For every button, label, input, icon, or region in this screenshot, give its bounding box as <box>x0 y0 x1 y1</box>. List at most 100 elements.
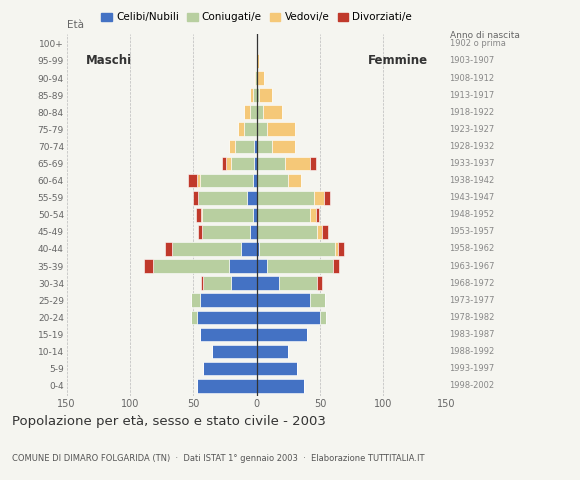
Text: 1983-1987: 1983-1987 <box>450 330 495 339</box>
Bar <box>285 156 310 170</box>
Bar <box>188 174 197 188</box>
Bar <box>235 140 254 153</box>
Bar <box>197 311 257 324</box>
Text: Popolazione per età, sesso e stato civile - 2003: Popolazione per età, sesso e stato civil… <box>12 415 325 428</box>
Text: 1933-1937: 1933-1937 <box>450 159 495 168</box>
Bar <box>259 88 272 102</box>
Bar <box>324 191 330 204</box>
Bar <box>246 191 257 204</box>
Bar <box>257 242 259 256</box>
Bar <box>172 242 241 256</box>
Bar <box>257 88 259 102</box>
Bar <box>193 191 198 204</box>
Bar <box>257 140 272 153</box>
Bar <box>320 311 327 324</box>
Bar <box>200 174 253 188</box>
Bar <box>280 276 317 290</box>
Bar <box>257 362 297 375</box>
Bar <box>310 208 316 222</box>
Bar <box>229 259 257 273</box>
Bar <box>204 362 257 375</box>
Bar <box>254 71 255 85</box>
Text: 1928-1932: 1928-1932 <box>450 142 495 151</box>
Text: 1948-1952: 1948-1952 <box>450 210 495 219</box>
Bar <box>314 191 324 204</box>
Bar <box>251 88 253 102</box>
Text: 1958-1962: 1958-1962 <box>450 244 495 253</box>
Bar <box>226 156 231 170</box>
Bar <box>257 259 267 273</box>
Bar <box>191 311 197 324</box>
Bar <box>317 225 322 239</box>
Bar <box>223 156 226 170</box>
Text: 1913-1917: 1913-1917 <box>450 91 495 100</box>
Bar <box>251 225 257 239</box>
Text: 1993-1997: 1993-1997 <box>450 364 495 373</box>
Bar <box>263 106 282 119</box>
Text: Anno di nascita: Anno di nascita <box>450 31 519 40</box>
Bar <box>202 208 253 222</box>
Bar <box>257 379 303 393</box>
Bar <box>241 242 257 256</box>
Bar <box>257 191 314 204</box>
Bar <box>259 242 335 256</box>
Bar <box>197 174 200 188</box>
Bar <box>201 208 202 222</box>
Bar <box>288 174 301 188</box>
Bar <box>257 311 320 324</box>
Bar <box>212 345 257 359</box>
Bar <box>204 276 231 290</box>
Text: 1978-1982: 1978-1982 <box>450 313 495 322</box>
Bar <box>267 259 333 273</box>
Bar <box>255 71 257 85</box>
Bar <box>257 328 307 341</box>
Bar <box>198 225 202 239</box>
Bar <box>253 208 257 222</box>
Text: Femmine: Femmine <box>368 54 427 68</box>
Bar <box>231 276 257 290</box>
Bar <box>257 106 263 119</box>
Text: 1968-1972: 1968-1972 <box>450 279 495 288</box>
Bar <box>333 259 339 273</box>
Bar <box>238 122 244 136</box>
Text: 1908-1912: 1908-1912 <box>450 73 495 83</box>
Bar <box>200 293 257 307</box>
Bar <box>316 208 318 222</box>
Text: 1903-1907: 1903-1907 <box>450 57 495 65</box>
Bar <box>253 174 257 188</box>
Text: Età: Età <box>67 20 84 30</box>
Bar <box>322 225 328 239</box>
Text: 1943-1947: 1943-1947 <box>450 193 495 202</box>
Bar <box>257 208 310 222</box>
Bar <box>257 156 285 170</box>
Bar <box>201 276 204 290</box>
Bar <box>231 156 254 170</box>
Bar <box>338 242 344 256</box>
Bar <box>191 293 200 307</box>
Text: 1902 o prima: 1902 o prima <box>450 39 505 48</box>
Text: 1923-1927: 1923-1927 <box>450 125 495 134</box>
Bar <box>267 122 295 136</box>
Bar <box>310 293 325 307</box>
Bar <box>244 106 251 119</box>
Bar <box>196 208 201 222</box>
Bar <box>197 379 257 393</box>
Bar <box>257 225 317 239</box>
Text: 1963-1967: 1963-1967 <box>450 262 495 271</box>
Bar <box>244 122 257 136</box>
Bar <box>202 225 251 239</box>
Bar <box>198 191 246 204</box>
Text: COMUNE DI DIMARO FOLGARIDA (TN)  ·  Dati ISTAT 1° gennaio 2003  ·  Elaborazione : COMUNE DI DIMARO FOLGARIDA (TN) · Dati I… <box>12 454 424 463</box>
Bar <box>257 174 288 188</box>
Text: 1918-1922: 1918-1922 <box>450 108 495 117</box>
Text: 1938-1942: 1938-1942 <box>450 176 495 185</box>
Bar <box>153 259 229 273</box>
Bar <box>257 293 310 307</box>
Bar <box>254 140 257 153</box>
Text: 1973-1977: 1973-1977 <box>450 296 495 305</box>
Bar <box>253 88 257 102</box>
Text: 1988-1992: 1988-1992 <box>450 347 495 356</box>
Legend: Celibi/Nubili, Coniugati/e, Vedovi/e, Divorziati/e: Celibi/Nubili, Coniugati/e, Vedovi/e, Di… <box>97 8 416 26</box>
Bar <box>335 242 338 256</box>
Bar <box>257 345 288 359</box>
